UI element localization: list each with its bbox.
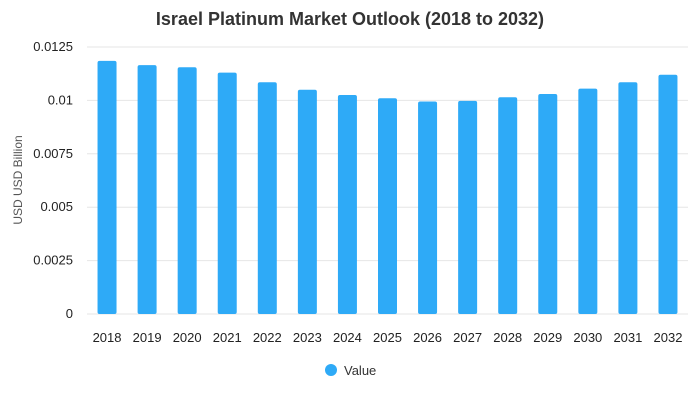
- x-tick-label: 2028: [493, 330, 522, 345]
- bar-2023[interactable]: [297, 89, 317, 314]
- y-axis-ticks: 0 0.0025 0.005 0.0075 0.01 0.0125: [33, 39, 73, 321]
- bar-2022[interactable]: [257, 82, 277, 314]
- chart-title: Israel Platinum Market Outlook (2018 to …: [156, 9, 544, 29]
- bars: [97, 60, 678, 315]
- x-tick-label: 2030: [573, 330, 602, 345]
- x-tick-label: 2020: [173, 330, 202, 345]
- bar-2029[interactable]: [538, 93, 558, 314]
- x-tick-label: 2031: [613, 330, 642, 345]
- x-tick-label: 2022: [253, 330, 282, 345]
- y-tick-label: 0.005: [40, 199, 73, 214]
- x-tick-label: 2025: [373, 330, 402, 345]
- x-tick-label: 2018: [93, 330, 122, 345]
- legend-marker-value: [325, 364, 337, 376]
- x-tick-label: 2024: [333, 330, 362, 345]
- y-tick-label: 0.0125: [33, 39, 73, 54]
- y-tick-label: 0.0025: [33, 253, 73, 268]
- x-tick-label: 2029: [533, 330, 562, 345]
- bar-2027[interactable]: [458, 100, 478, 314]
- bar-2024[interactable]: [337, 95, 357, 314]
- bar-2018[interactable]: [97, 60, 117, 314]
- bar-2028[interactable]: [498, 97, 518, 314]
- y-tick-label: 0.01: [48, 92, 73, 107]
- bar-2032[interactable]: [658, 74, 678, 314]
- bar-2025[interactable]: [378, 98, 397, 314]
- legend-label-value: Value: [344, 363, 376, 378]
- x-tick-label: 2027: [453, 330, 482, 345]
- y-axis-label: USD USD Billion: [11, 135, 25, 224]
- x-tick-label: 2023: [293, 330, 322, 345]
- bar-2031[interactable]: [618, 82, 638, 314]
- legend[interactable]: Value: [325, 363, 376, 378]
- x-tick-label: 2032: [654, 330, 683, 345]
- bar-2026[interactable]: [418, 101, 438, 314]
- bar-2020[interactable]: [177, 67, 197, 315]
- y-tick-label: 0: [66, 306, 73, 321]
- y-tick-label: 0.0075: [33, 146, 73, 161]
- x-tick-label: 2019: [133, 330, 162, 345]
- bar-2030[interactable]: [578, 88, 598, 314]
- bar-2019[interactable]: [137, 65, 157, 314]
- x-tick-label: 2026: [413, 330, 442, 345]
- x-tick-label: 2021: [213, 330, 242, 345]
- x-axis-ticks: 2018 2019 2020 2021 2022 2023 2024 2025 2026 2027…: [93, 330, 683, 345]
- bar-2021[interactable]: [217, 72, 237, 314]
